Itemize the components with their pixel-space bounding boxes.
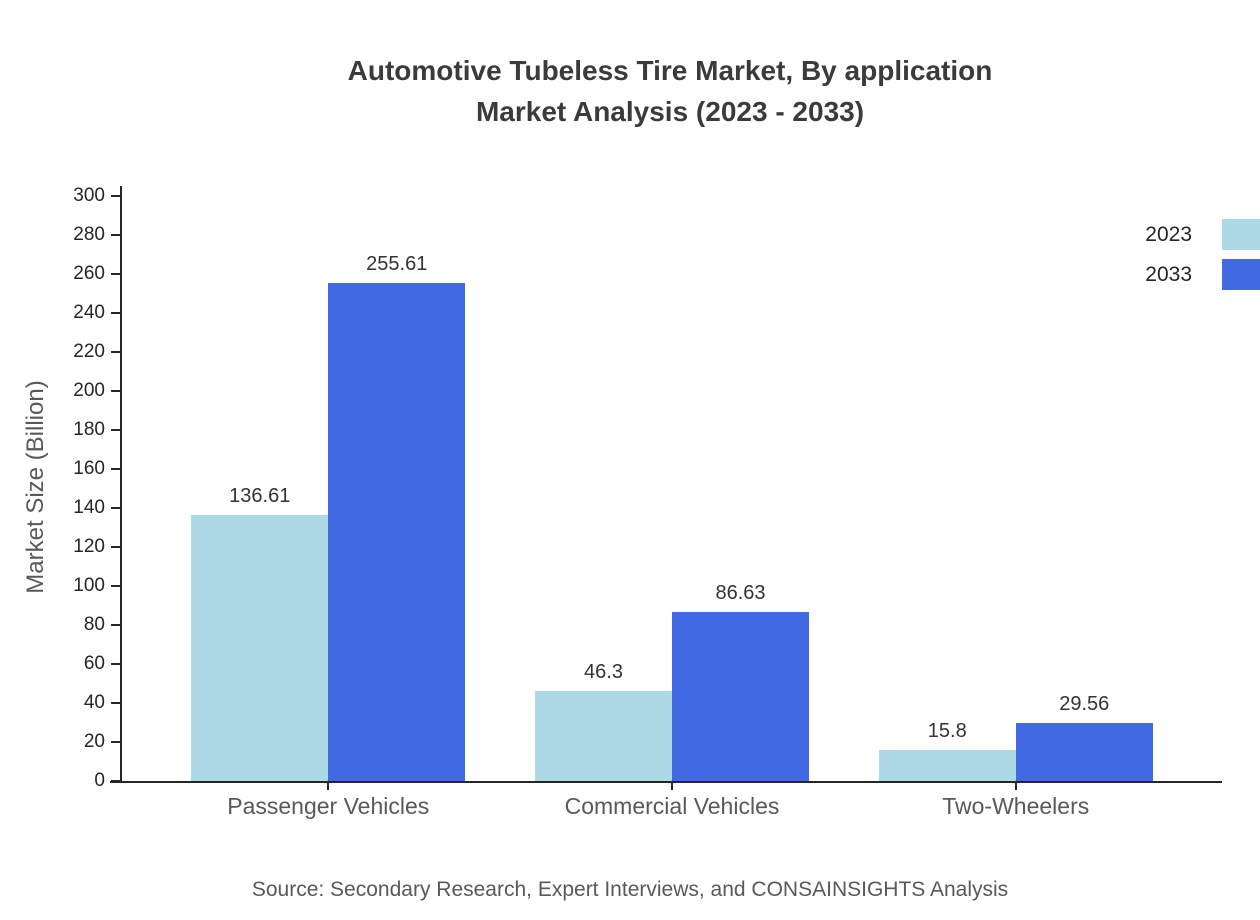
y-axis-title: Market Size (Billion): [22, 380, 49, 594]
y-tick-label: 300: [73, 185, 105, 206]
legend-label: 2023: [1145, 222, 1192, 246]
y-tick-label: 240: [73, 302, 105, 323]
y-tick-label: 160: [73, 458, 105, 479]
y-tick-label: 260: [73, 263, 105, 284]
y-tick-mark: [111, 429, 120, 431]
bar-value-label: 29.56: [1059, 693, 1110, 716]
bar-2023-passenger-vehicles: [191, 514, 329, 781]
y-tick-label: 80: [83, 614, 105, 635]
y-tick-label: 20: [83, 731, 105, 752]
y-tick-label: 220: [73, 341, 105, 362]
y-tick-label: 200: [73, 380, 105, 401]
y-tick-label: 100: [73, 575, 105, 596]
chart-title: Automotive Tubeless Tire Market, By appl…: [80, 50, 1260, 132]
x-tick-mark: [327, 783, 330, 790]
category-label: Two-Wheelers: [942, 793, 1090, 819]
legend-item: 2023: [1145, 219, 1260, 250]
bar-value-label: 15.8: [927, 720, 967, 743]
y-tick-label: 280: [73, 224, 105, 245]
bar-2023-two-wheelers: [878, 750, 1016, 781]
y-tick-mark: [111, 468, 120, 470]
bar-2033-commercial-vehicles: [672, 612, 809, 781]
legend: 2023 2033: [1145, 219, 1260, 290]
bar-2023-commercial-vehicles: [535, 690, 672, 781]
category-label: Commercial Vehicles: [564, 793, 780, 819]
legend-item: 2033: [1145, 259, 1260, 290]
bar-2033-two-wheelers: [1015, 723, 1153, 781]
y-tick-mark: [111, 780, 120, 782]
x-tick-mark: [1014, 783, 1017, 790]
y-tick-label: 180: [73, 419, 105, 440]
y-tick-label: 140: [73, 497, 105, 518]
legend-label: 2033: [1145, 262, 1192, 286]
y-tick-mark: [111, 390, 120, 392]
y-tick-mark: [111, 546, 120, 548]
bar-value-label: 255.61: [366, 252, 428, 275]
bar-value-label: 86.63: [715, 582, 766, 605]
chart-title-line2: Market Analysis (2023 - 2033): [475, 96, 865, 127]
y-tick-mark: [111, 663, 120, 665]
y-tick-mark: [111, 234, 120, 236]
y-tick-mark: [111, 741, 120, 743]
x-tick-mark: [671, 783, 673, 790]
y-tick-mark: [111, 351, 120, 353]
chart-title-line1: Automotive Tubeless Tire Market, By appl…: [347, 55, 993, 86]
y-tick-mark: [111, 273, 120, 275]
source-note: Source: Secondary Research, Expert Inter…: [251, 878, 1009, 901]
y-tick-mark: [111, 195, 120, 197]
bar-2033-passenger-vehicles: [328, 282, 466, 781]
bar-value-label: 46.3: [584, 660, 623, 683]
y-tick-label: 120: [73, 536, 105, 557]
category-label: Passenger Vehicles: [227, 793, 430, 819]
y-tick-mark: [111, 702, 120, 704]
y-tick-mark: [111, 624, 120, 626]
y-tick-mark: [111, 507, 120, 509]
legend-swatch: [1222, 219, 1260, 250]
y-tick-mark: [111, 585, 120, 587]
legend-swatch: [1222, 259, 1260, 290]
y-tick-label: 60: [83, 653, 105, 674]
plot-area: 0 20 40 60 80 100 120 140 160 180 200 220 240 260 280 3…: [73, 185, 1222, 819]
y-tick-label: 40: [83, 692, 105, 713]
x-axis-overhang: [110, 781, 122, 783]
bar-value-label: 136.61: [229, 484, 291, 507]
y-tick-label: 0: [94, 770, 105, 791]
y-tick-mark: [111, 312, 120, 314]
